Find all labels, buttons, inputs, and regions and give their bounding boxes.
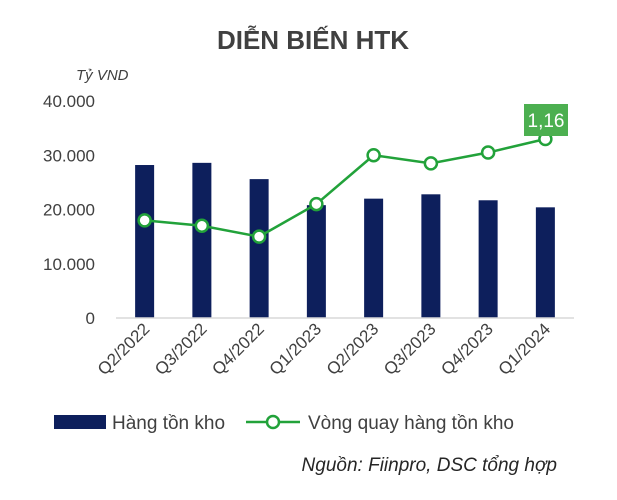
bar-series xyxy=(135,162,555,318)
bar xyxy=(364,198,384,318)
x-tick-label: Q2/2022 xyxy=(94,319,154,379)
line-point xyxy=(251,229,267,244)
line-point xyxy=(137,213,152,228)
line-point xyxy=(309,196,324,212)
bar xyxy=(249,179,269,318)
y-axis-ticks: 40.000 30.000 20.000 10.000 0 xyxy=(43,92,95,328)
bar xyxy=(306,205,326,318)
callout-text: 1,16 xyxy=(528,111,565,132)
x-tick-label: Q1/2023 xyxy=(266,319,326,379)
y-tick-label: 20.000 xyxy=(43,201,95,220)
x-tick-label: Q3/2022 xyxy=(151,319,211,379)
source-note: Nguồn: Fiinpro, DSC tổng hợp xyxy=(302,455,557,476)
y-axis-unit: Tỷ VND xyxy=(76,67,129,84)
x-axis-ticks: Q2/2022Q3/2022Q4/2022Q1/2023Q2/2023Q3/20… xyxy=(94,319,554,379)
callout-box xyxy=(524,104,568,136)
line-point xyxy=(480,145,496,160)
x-tick-label: Q2/2023 xyxy=(323,319,383,379)
bar xyxy=(135,165,155,318)
legend-line-label: Vòng quay hàng tồn kho xyxy=(308,413,514,434)
y-tick-label: 10.000 xyxy=(43,255,95,274)
y-tick-label: 40.000 xyxy=(43,92,95,111)
y-tick-label: 0 xyxy=(86,309,95,328)
line-point xyxy=(366,148,381,163)
callout-label: 1,16 xyxy=(524,104,568,136)
chart-title: DIỄN BIẾN HTK xyxy=(217,25,409,55)
legend-bar-label: Hàng tồn kho xyxy=(112,413,225,434)
legend: Hàng tồn kho Vòng quay hàng tồn kho xyxy=(54,413,514,434)
bar xyxy=(421,194,441,318)
bar xyxy=(478,200,498,318)
line-point xyxy=(423,156,439,171)
legend-bar-swatch xyxy=(54,415,106,429)
bar xyxy=(192,162,212,318)
x-tick-label: Q4/2023 xyxy=(437,319,497,379)
x-tick-label: Q3/2023 xyxy=(380,319,440,379)
x-tick-label: Q4/2022 xyxy=(208,319,268,379)
line-series xyxy=(137,131,553,244)
line-point xyxy=(194,218,210,234)
x-tick-label: Q1/2024 xyxy=(495,319,555,379)
legend-line-marker xyxy=(265,414,281,430)
y-tick-label: 30.000 xyxy=(43,146,95,165)
series-line xyxy=(144,137,546,238)
bar xyxy=(535,207,555,318)
